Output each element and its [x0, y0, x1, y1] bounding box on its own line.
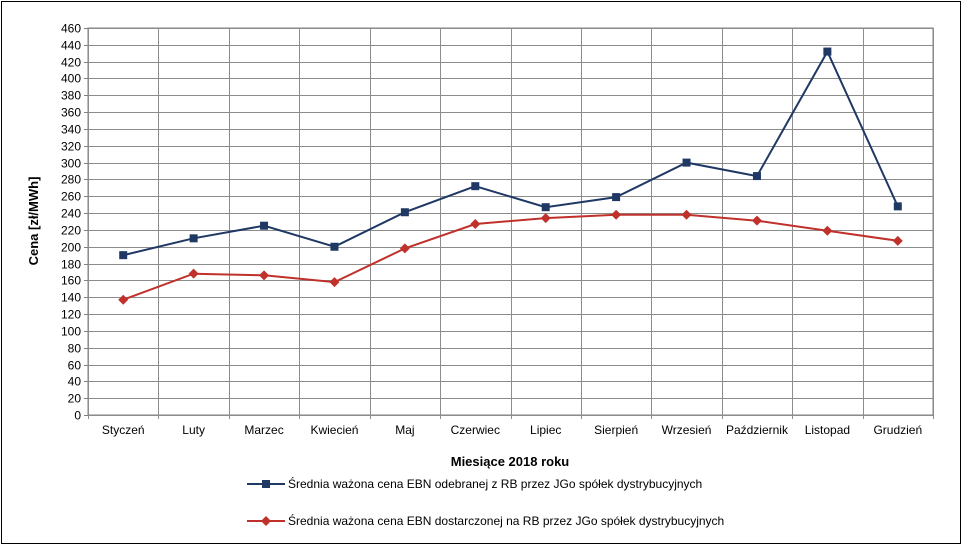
- y-tick-label: 400: [61, 72, 81, 86]
- y-tick-label: 340: [61, 123, 81, 137]
- legend-marker: [261, 516, 271, 526]
- y-tick-label: 320: [61, 140, 81, 154]
- data-point: [612, 193, 621, 202]
- data-point: [189, 234, 198, 243]
- legend-marker: [262, 480, 270, 488]
- data-point: [119, 251, 128, 260]
- data-point: [751, 215, 762, 226]
- y-tick-label: 260: [61, 190, 81, 204]
- data-point: [541, 203, 550, 212]
- data-point: [470, 219, 481, 230]
- x-tick-label: Grudzień: [873, 423, 922, 437]
- x-tick-label: Marzec: [244, 423, 283, 437]
- y-tick-label: 60: [68, 359, 82, 373]
- data-point: [260, 221, 269, 230]
- data-point: [752, 172, 761, 181]
- y-tick-label: 440: [61, 39, 81, 53]
- x-tick-label: Maj: [395, 423, 414, 437]
- x-tick-label: Październik: [726, 423, 789, 437]
- y-tick-label: 380: [61, 89, 81, 103]
- x-tick-label: Styczeń: [102, 423, 145, 437]
- data-point: [329, 277, 340, 288]
- y-tick-label: 40: [68, 375, 82, 389]
- data-point: [823, 47, 832, 56]
- legend-label: Średnia ważona cena EBN odebranej z RB p…: [288, 476, 702, 491]
- x-tick-label: Lipiec: [530, 423, 561, 437]
- data-point: [259, 270, 270, 281]
- x-tick-label: Sierpień: [594, 423, 638, 437]
- x-tick-label: Kwiecień: [310, 423, 358, 437]
- y-tick-label: 180: [61, 258, 81, 272]
- y-tick-label: 300: [61, 157, 81, 171]
- data-point: [892, 235, 903, 246]
- y-tick-label: 140: [61, 291, 81, 305]
- data-point: [822, 225, 833, 236]
- y-tick-label: 240: [61, 207, 81, 221]
- y-tick-label: 460: [61, 22, 81, 36]
- x-axis-title: Miesiące 2018 roku: [451, 454, 570, 469]
- series-line-1: [122, 49, 899, 257]
- y-tick-label: 100: [61, 325, 81, 339]
- y-tick-label: 80: [68, 342, 82, 356]
- y-tick-label: 20: [68, 392, 82, 406]
- y-tick-label: 360: [61, 106, 81, 120]
- y-tick-label: 280: [61, 173, 81, 187]
- data-point: [682, 158, 691, 167]
- x-tick-label: Czerwiec: [451, 423, 500, 437]
- data-point: [118, 294, 129, 305]
- legend-label: Średnia ważona cena EBN dostarczonej na …: [288, 513, 724, 528]
- data-point: [611, 209, 622, 220]
- y-tick-label: 120: [61, 308, 81, 322]
- data-point: [188, 268, 199, 279]
- y-axis-title: Cena [zł/MWh]: [26, 177, 41, 266]
- data-point: [540, 213, 551, 224]
- y-tick-label: 200: [61, 241, 81, 255]
- y-tick-label: 420: [61, 56, 81, 70]
- series-line-2: [122, 213, 898, 301]
- x-tick-label: Listopad: [805, 423, 850, 437]
- data-point: [471, 182, 480, 191]
- data-point: [400, 208, 409, 217]
- data-point: [399, 243, 410, 254]
- x-tick-label: Wrzesień: [662, 423, 712, 437]
- data-point: [330, 242, 339, 251]
- data-point: [893, 202, 902, 211]
- data-point: [681, 209, 692, 220]
- y-tick-label: 0: [74, 409, 81, 423]
- x-tick-label: Luty: [182, 423, 205, 437]
- y-tick-label: 160: [61, 274, 81, 288]
- y-tick-label: 220: [61, 224, 81, 238]
